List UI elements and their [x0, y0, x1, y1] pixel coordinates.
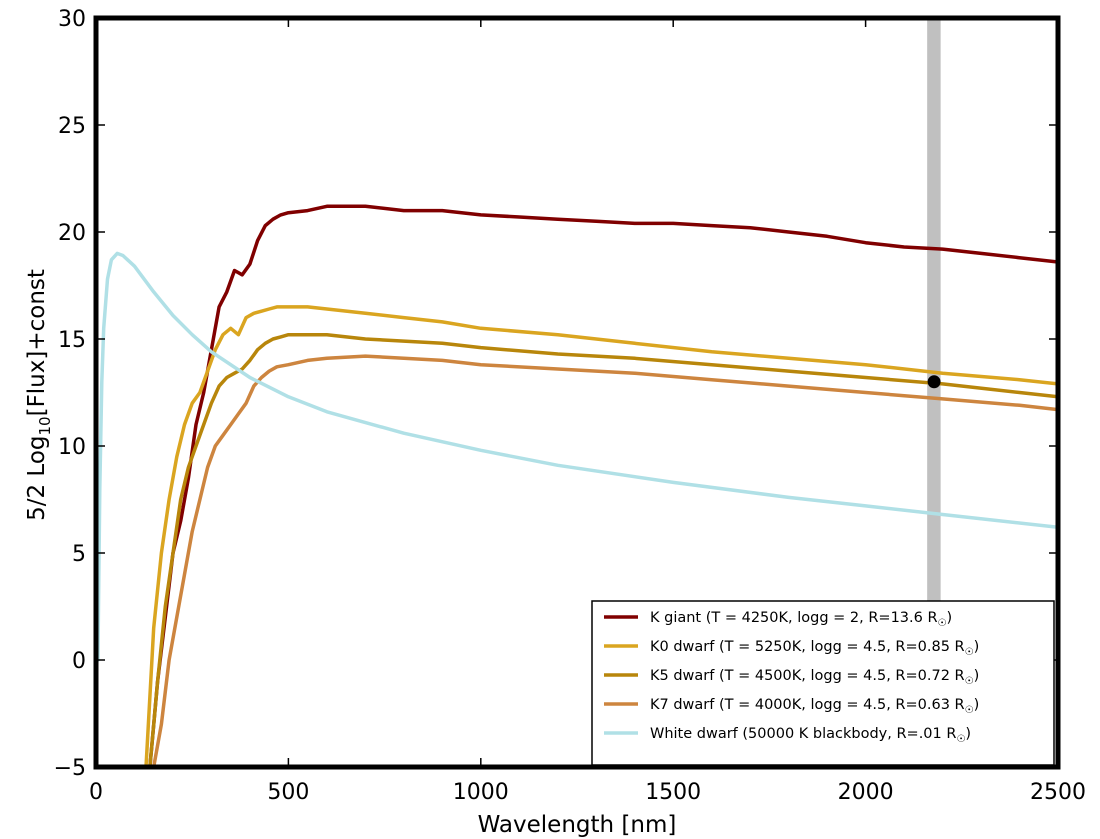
x-tick-label: 2500: [1030, 780, 1086, 805]
x-tick-label: 1500: [645, 780, 701, 805]
y-tick-label: 20: [58, 221, 86, 246]
y-axis-label-main: 5/2 Log: [24, 436, 50, 521]
y-axis-label: 5/2 Log10[Flux]+const: [24, 269, 54, 521]
legend-label-3: K7 dwarf (T = 4000K, logg = 4.5, R=0.63 …: [650, 697, 979, 716]
legend-box: [591, 600, 1055, 766]
x-axis-label: Wavelength [nm]: [478, 812, 677, 838]
y-tick-label: 30: [58, 7, 86, 32]
series-line-2: [148, 332, 1058, 767]
y-tick-label: 0: [72, 649, 86, 674]
y-tick-label: 10: [58, 435, 86, 460]
series-line-3: [151, 354, 1058, 767]
y-tick-label: 25: [58, 114, 86, 139]
x-tick-label: 2000: [838, 780, 894, 805]
series-line-0: [148, 204, 1058, 767]
plot-frame: [93, 15, 1061, 770]
axes-layer: [93, 15, 1061, 770]
y-tick-label: −5: [54, 756, 86, 781]
y-tick-label: 5: [72, 542, 86, 567]
y-axis-label-subscript: 10: [36, 416, 54, 435]
y-axis-label-rest: [Flux]+const: [24, 269, 50, 416]
x-tick-label: 500: [267, 780, 309, 805]
x-tick-label: 0: [89, 780, 103, 805]
series-layer: [96, 204, 1058, 767]
marker-layer: [927, 375, 941, 389]
legend-label-1: K0 dwarf (T = 5250K, logg = 4.5, R=0.85 …: [650, 639, 979, 658]
highlight-band: [927, 18, 941, 767]
legend: K giant (T = 4250K, logg = 2, R=13.6 R☉)…: [591, 600, 1055, 766]
legend-label-4: White dwarf (50000 K blackbody, R=.01 R☉…: [650, 726, 971, 745]
series-line-1: [144, 305, 1058, 767]
data-marker: [927, 375, 941, 389]
series-line-4: [96, 251, 1058, 662]
legend-label-0: K giant (T = 4250K, logg = 2, R=13.6 R☉): [650, 610, 952, 629]
highlight-band-layer: [927, 18, 941, 767]
y-tick-label: 15: [58, 328, 86, 353]
legend-entries: K giant (T = 4250K, logg = 2, R=13.6 R☉)…: [604, 610, 979, 745]
x-tick-label: 1000: [453, 780, 509, 805]
legend-label-2: K5 dwarf (T = 4500K, logg = 4.5, R=0.72 …: [650, 668, 979, 687]
